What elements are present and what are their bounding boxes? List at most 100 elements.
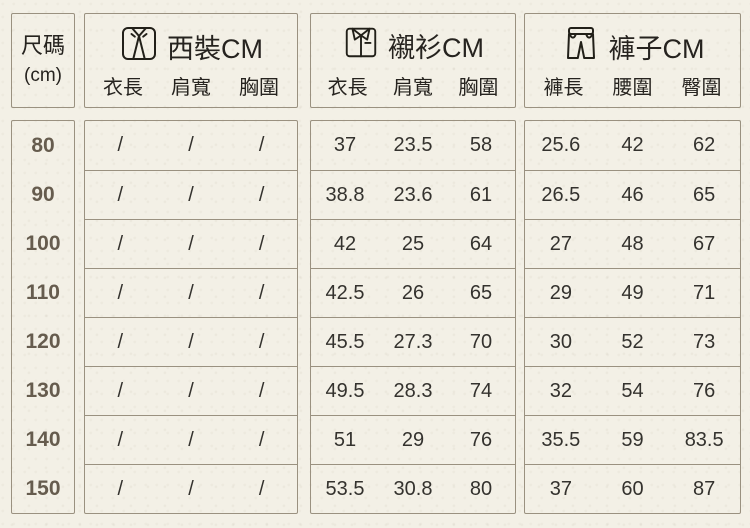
table-cell: / xyxy=(258,183,265,206)
table-cell: 54 xyxy=(621,379,644,402)
suit-data-grid: / / / / / / / / / / / / / / / / / / / / / / / / xyxy=(84,120,298,514)
section-title-text: 西裝CM xyxy=(167,34,263,64)
table-cell: 26.5 xyxy=(541,183,581,206)
pants-section-title: 褲子CM xyxy=(529,23,736,70)
table-cell: / xyxy=(188,379,194,402)
table-cell: / xyxy=(188,134,194,156)
shirt-column-headers: 衣長 肩寬 胸圍 xyxy=(315,71,511,100)
pants-data-grid: 25.6 42 62 26.5 46 65 27 48 67 29 49 71 30 52 73 32 54 76… xyxy=(524,120,741,514)
table-cell: 49 xyxy=(621,281,644,304)
table-row: 37 60 87 xyxy=(525,464,740,513)
table-cell: 23.5 xyxy=(393,134,433,156)
column-header: 衣長 xyxy=(103,77,143,99)
size-cell: 80 xyxy=(31,133,55,157)
table-cell: 58 xyxy=(469,134,493,156)
table-cell: 74 xyxy=(469,379,493,402)
table-cell: 42 xyxy=(333,232,357,255)
table-row: / / / xyxy=(85,464,297,513)
table-cell: 71 xyxy=(693,281,716,304)
suit-jacket-icon xyxy=(119,23,159,70)
pants-icon xyxy=(561,23,601,70)
table-cell: / xyxy=(258,428,265,451)
table-cell: 65 xyxy=(469,281,493,304)
suit-section-title: 西裝CM xyxy=(89,23,293,70)
table-cell: / xyxy=(258,379,265,402)
table-cell: 76 xyxy=(469,428,493,451)
table-row: 26.5 46 65 xyxy=(525,170,740,219)
table-cell: / xyxy=(258,232,265,255)
table-cell: 30 xyxy=(549,330,572,353)
table-cell: 25 xyxy=(401,232,425,255)
table-cell: / xyxy=(258,477,265,500)
table-row: / / / xyxy=(85,170,297,219)
size-cell: 130 xyxy=(25,378,61,402)
table-cell: 87 xyxy=(693,477,716,500)
size-header-title: 尺碼 xyxy=(20,33,65,59)
table-cell: 60 xyxy=(621,477,644,500)
table-row: 35.5 59 83.5 xyxy=(525,415,740,464)
table-cell: 83.5 xyxy=(684,428,724,451)
table-cell: 35.5 xyxy=(541,428,581,451)
table-cell: / xyxy=(188,183,194,206)
table-cell: 52 xyxy=(621,330,644,353)
table-cell: 32 xyxy=(549,379,572,402)
shirt-section-header: 襯衫CM 衣長 肩寬 胸圍 xyxy=(310,13,516,108)
size-header-cell: 尺碼 (cm) xyxy=(11,13,75,108)
table-row: 37 23.5 58 xyxy=(311,121,515,170)
column-header: 腰圍 xyxy=(612,77,653,99)
table-cell: / xyxy=(117,379,124,402)
table-row: 42 25 64 xyxy=(311,219,515,268)
shirt-section-title: 襯衫CM xyxy=(315,23,511,68)
size-cell: 110 xyxy=(26,280,60,304)
table-row: / / / xyxy=(85,268,297,317)
table-cell: 49.5 xyxy=(325,379,365,402)
column-header: 衣長 xyxy=(327,77,368,99)
table-cell: 73 xyxy=(693,330,716,353)
table-cell: 28.3 xyxy=(393,379,433,402)
table-cell: / xyxy=(258,330,265,353)
table-row: 30 52 73 xyxy=(525,317,740,366)
pants-section-header: 褲子CM 褲長 腰圍 臀圍 xyxy=(524,13,741,108)
table-cell: 26 xyxy=(401,281,425,304)
table-cell: / xyxy=(188,477,194,500)
column-header: 肩寬 xyxy=(171,77,211,99)
column-header: 胸圍 xyxy=(458,77,499,99)
table-row: / / / xyxy=(85,366,297,415)
table-cell: 53.5 xyxy=(325,477,365,500)
table-cell: 27.3 xyxy=(393,330,433,353)
table-cell: 64 xyxy=(469,232,493,255)
size-cell: 90 xyxy=(31,182,55,206)
column-header: 臀圍 xyxy=(681,77,722,99)
table-cell: 70 xyxy=(469,330,493,353)
table-row: / / / xyxy=(85,121,297,170)
column-header: 褲長 xyxy=(543,77,584,99)
table-cell: 29 xyxy=(549,281,572,304)
table-header-row: 尺碼 (cm) 西裝CM 衣長 肩寬 xyxy=(11,13,741,108)
table-row: 53.5 30.8 80 xyxy=(311,464,515,513)
table-cell: 76 xyxy=(693,379,716,402)
table-cell: / xyxy=(188,330,194,353)
table-cell: / xyxy=(258,281,265,304)
table-cell: 23.6 xyxy=(393,183,433,206)
table-cell: 25.6 xyxy=(541,134,581,156)
table-cell: / xyxy=(117,330,124,353)
table-cell: / xyxy=(188,232,194,255)
table-cell: 46 xyxy=(621,183,644,206)
column-header: 肩寬 xyxy=(392,77,433,99)
size-column-body: 80 90 100 110 120 130 140 150 xyxy=(11,120,75,514)
table-cell: 30.8 xyxy=(393,477,433,500)
table-cell: 38.8 xyxy=(325,183,365,206)
table-cell: 48 xyxy=(621,232,644,255)
table-cell: 29 xyxy=(401,428,425,451)
table-cell: / xyxy=(117,134,124,156)
table-cell: 42.5 xyxy=(325,281,365,304)
table-cell: / xyxy=(188,281,194,304)
suit-section-header: 西裝CM 衣長 肩寬 胸圍 xyxy=(84,13,298,108)
table-cell: 37 xyxy=(333,134,357,156)
table-row: 25.6 42 62 xyxy=(525,121,740,170)
size-header-unit: (cm) xyxy=(24,64,62,86)
table-cell: 37 xyxy=(549,477,572,500)
table-cell: / xyxy=(188,428,194,451)
table-row: 42.5 26 65 xyxy=(311,268,515,317)
